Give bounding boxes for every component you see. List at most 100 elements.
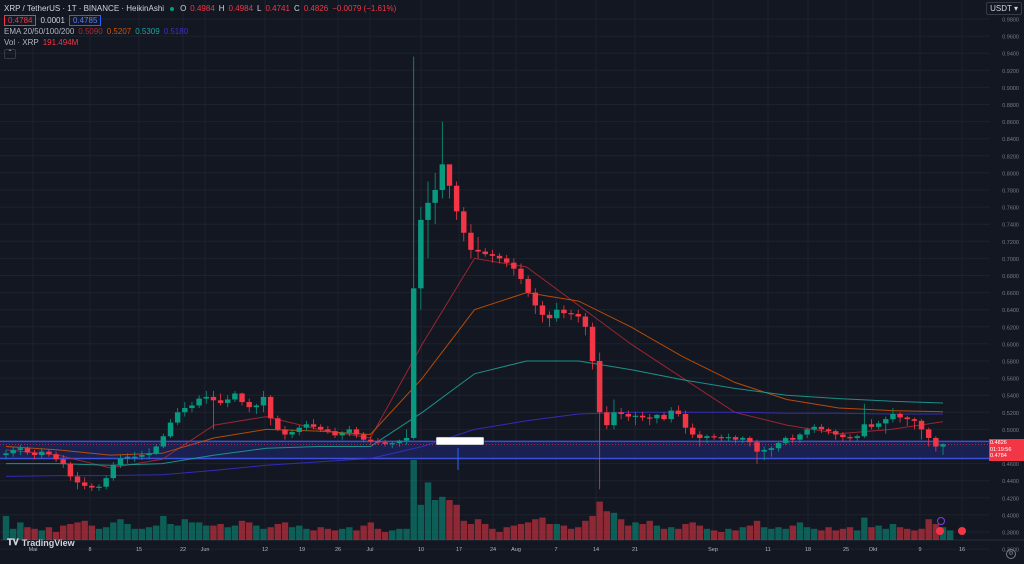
price-axis-tick-label: 0.5600: [1002, 377, 1019, 383]
dividend-marker-icon[interactable]: [937, 517, 945, 525]
volume-bar: [861, 517, 868, 540]
candle-body: [368, 439, 374, 442]
volume-bar: [653, 525, 661, 540]
volume-bar: [238, 520, 246, 540]
price-axis-tick-label: 0.9200: [1002, 69, 1019, 75]
symbol-row: XRP / TetherUS · 1T · BINANCE · HeikinAs…: [4, 3, 396, 14]
volume-bar: [560, 525, 568, 540]
volume-bar: [696, 525, 704, 540]
candle-body: [832, 431, 839, 435]
volume-bar: [539, 517, 546, 540]
volume-bar: [703, 528, 711, 540]
candle-body: [225, 399, 231, 403]
volume-bar: [482, 524, 489, 540]
candle-body: [203, 396, 209, 399]
volume-bar: [124, 524, 131, 540]
candle-body: [332, 431, 338, 436]
economic-event-icon[interactable]: [958, 527, 966, 535]
chart-legend: XRP / TetherUS · 1T · BINANCE · HeikinAs…: [4, 3, 396, 59]
price-axis-tick-label: 0.6400: [1002, 308, 1019, 314]
candle-body: [661, 414, 667, 420]
volume-bar: [675, 528, 682, 540]
candle-body: [382, 442, 388, 444]
volume-bar: [882, 528, 889, 540]
price-axis-tick-label: 0.7600: [1002, 206, 1019, 212]
candle-body: [246, 402, 252, 408]
price-axis-tick-label: 0.7400: [1002, 223, 1019, 229]
price-axis-tick-label: 0.4000: [1002, 513, 1019, 519]
settings-gear-icon[interactable]: ⚙: [1006, 549, 1016, 559]
candle-body: [425, 202, 431, 220]
currency-selector[interactable]: USDT ▾: [986, 2, 1022, 15]
last-price-value: 0.4826: [990, 440, 1007, 446]
time-axis-tick-label: Jul: [366, 547, 373, 553]
price-axis-tick-label: 0.3800: [1002, 531, 1019, 537]
volume-bar: [889, 524, 897, 540]
candle-body: [704, 436, 710, 438]
candle-body: [232, 393, 238, 400]
ema-label: EMA 20/50/100/200: [4, 27, 75, 36]
collapse-legend-button[interactable]: ⌃: [4, 49, 16, 59]
volume-bar: [667, 527, 675, 540]
candle-body: [403, 437, 410, 441]
ema-legend-row[interactable]: EMA 20/50/100/200 0.5090 0.5207 0.5309 0…: [4, 26, 396, 37]
volume-bar: [145, 527, 153, 540]
candle-body: [196, 398, 202, 406]
volume-value: 191.494M: [42, 38, 79, 47]
candle-body: [217, 400, 224, 403]
time-axis-tick-label: 17: [456, 547, 462, 553]
volume-bar: [31, 528, 38, 540]
volume-bar: [803, 527, 811, 540]
volume-bar: [52, 532, 60, 540]
time-axis-tick-label: Sep: [708, 547, 718, 553]
volume-bar: [789, 525, 797, 540]
volume-bar: [110, 522, 117, 540]
candle-body: [868, 424, 875, 427]
volume-bar: [245, 522, 253, 540]
volume-bar: [403, 528, 410, 540]
volume-bar: [524, 522, 532, 540]
volume-bar: [281, 522, 289, 540]
candle-body: [146, 453, 152, 456]
symbol-title[interactable]: XRP / TetherUS · 1T · BINANCE · HeikinAs…: [4, 4, 165, 13]
sell-price-button[interactable]: 0.4784: [4, 15, 37, 26]
economic-event-icon[interactable]: [936, 527, 944, 535]
price-axis-tick-label: 0.8200: [1002, 154, 1019, 160]
candle-body: [31, 452, 38, 456]
candle-body: [589, 326, 596, 361]
candle-body: [353, 429, 360, 435]
volume-bar: [203, 525, 210, 540]
candle-body: [275, 418, 281, 430]
price-axis-tick-label: 0.7000: [1002, 257, 1019, 263]
volume-bar: [117, 519, 124, 540]
time-axis-tick-label: Aug: [511, 547, 521, 553]
high-value: 0.4984: [228, 4, 254, 13]
volume-bar: [710, 530, 718, 540]
drawing-label[interactable]: [435, 436, 485, 446]
candle-body: [518, 268, 524, 279]
volume-bar: [768, 528, 775, 540]
tradingview-logo[interactable]: 𝐓𝐕 TradingView: [7, 537, 75, 548]
candle-body: [174, 412, 181, 423]
price-axis-tick-label: 0.8600: [1002, 120, 1019, 126]
volume-legend-row[interactable]: Vol · XRP 191.494M: [4, 37, 396, 48]
support-zone-rectangle[interactable]: [0, 441, 990, 459]
volume-bar: [367, 522, 375, 540]
buy-price-button[interactable]: 0.4785: [68, 15, 102, 26]
bid-price-value: 0.4784: [990, 453, 1007, 459]
volume-bar: [846, 527, 854, 540]
volume-bar: [567, 528, 575, 540]
open-label: O: [180, 4, 187, 13]
volume-bar: [510, 525, 518, 540]
volume-bar: [739, 527, 746, 540]
volume-bar: [102, 527, 110, 540]
price-axis-tick-label: 0.8000: [1002, 171, 1019, 177]
time-axis-tick-label: 8: [88, 547, 91, 553]
volume-bar: [818, 530, 825, 540]
volume-bar: [424, 482, 432, 540]
candle-body: [339, 432, 345, 436]
price-axis-tick-label: 0.9600: [1002, 35, 1019, 41]
volume-bar: [95, 528, 103, 540]
candle-body: [496, 255, 503, 259]
